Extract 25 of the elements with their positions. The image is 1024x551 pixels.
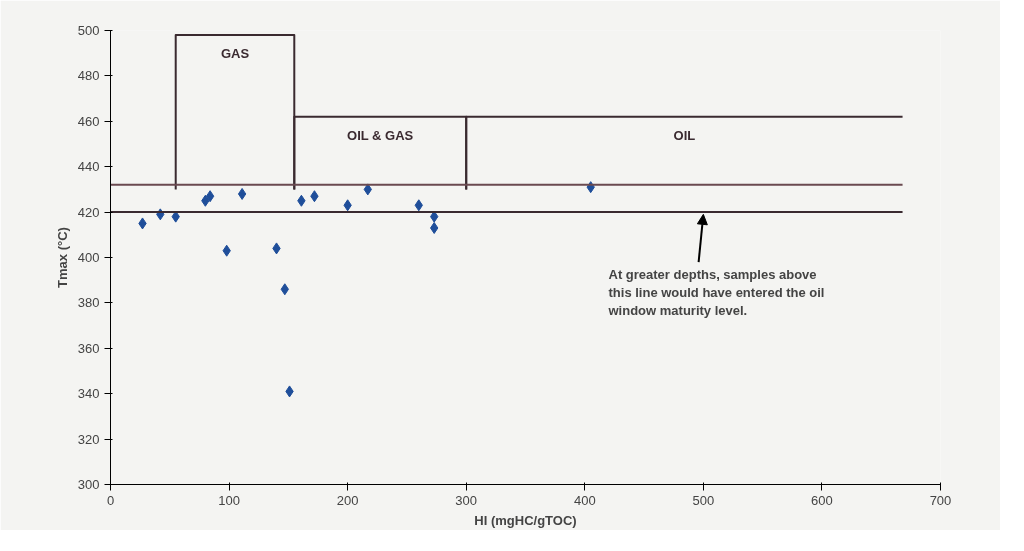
y-tick-label: 300 <box>77 477 100 492</box>
y-tick-label: 420 <box>77 204 100 220</box>
y-tick-label: 400 <box>77 250 100 265</box>
x-tick-label: 100 <box>218 492 240 508</box>
x-tick-label: 400 <box>573 492 596 508</box>
y-tick-label: 480 <box>77 68 100 84</box>
series-label: GAS <box>220 46 250 62</box>
y-axis-title: Tmax (°C) <box>54 227 70 288</box>
y-tick-label: 320 <box>77 431 100 447</box>
y-tick-label: 500 <box>77 23 100 38</box>
x-tick-label: 300 <box>455 492 478 508</box>
x-tick-label: 700 <box>929 492 952 508</box>
x-tick-label: 200 <box>336 492 359 508</box>
y-tick-label: 440 <box>77 159 100 175</box>
series-label: OIL & GAS <box>347 128 414 144</box>
y-tick-label: 340 <box>77 386 100 402</box>
x-tick-label: 600 <box>811 492 833 508</box>
y-tick-label: 360 <box>77 340 100 356</box>
y-tick-label: 380 <box>77 295 100 311</box>
y-tick-label: 460 <box>77 113 100 129</box>
series-label: OIL <box>673 128 696 144</box>
x-tick-label: 500 <box>692 492 715 508</box>
x-axis-title: HI (mgHC/gTOC) <box>474 512 577 528</box>
x-tick-label: 0 <box>106 492 115 508</box>
annotation: At greater depths, samples above this line would have entered the oil window maturity level. <box>607 266 825 318</box>
